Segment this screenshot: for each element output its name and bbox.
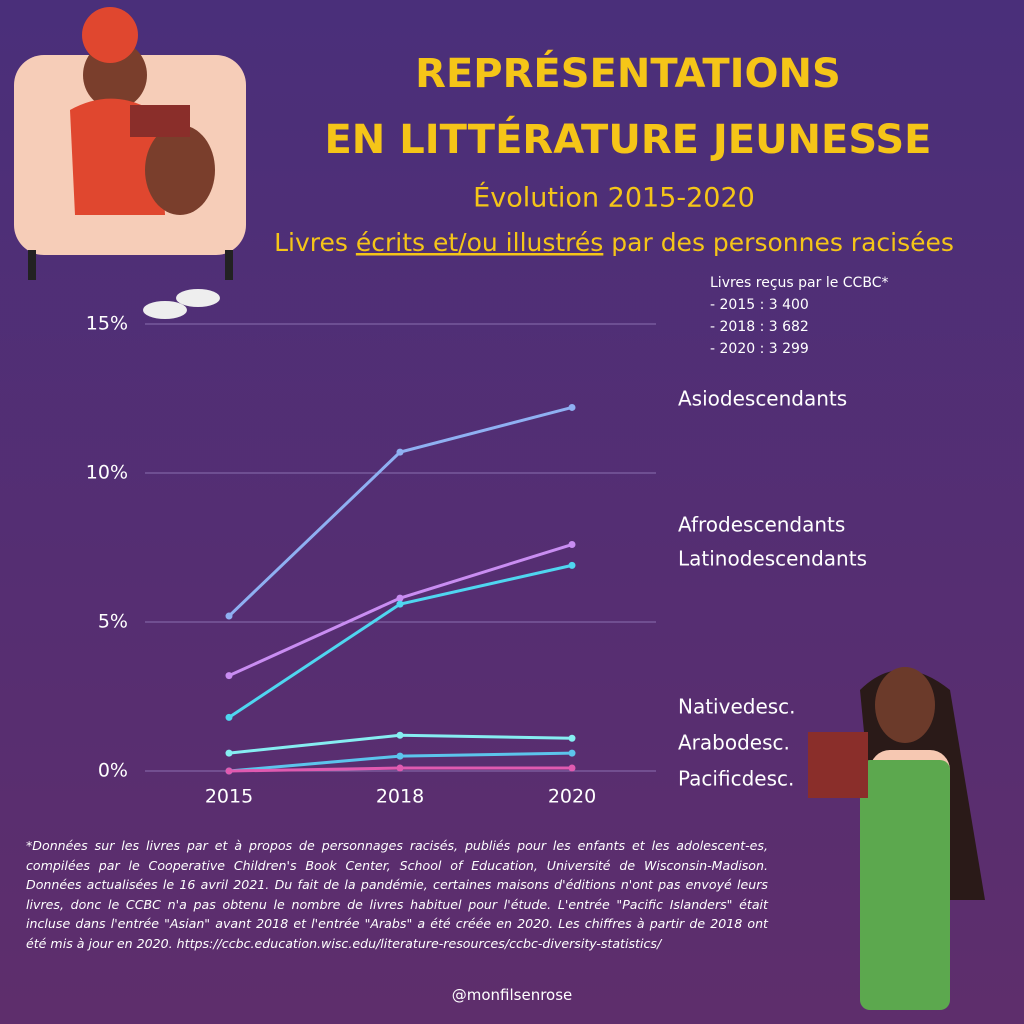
point <box>225 767 233 775</box>
x-tick-label: 2020 <box>548 786 596 808</box>
title-line: EN LITTÉRATURE JEUNESSE <box>324 115 931 163</box>
reader-armchair <box>14 7 246 319</box>
point <box>396 764 404 772</box>
legend-label: Nativedesc. <box>678 695 796 719</box>
note-line: - 2015 : 3 400 <box>710 297 809 313</box>
reader-girl <box>808 667 985 1010</box>
x-tick-label: 2015 <box>205 786 253 808</box>
series-line <box>227 405 573 618</box>
title-line: REPRÉSENTATIONS <box>415 49 841 97</box>
point <box>396 594 404 602</box>
y-tick-label: 5% <box>98 611 128 633</box>
note-line: - 2020 : 3 299 <box>710 341 809 357</box>
subtitle2-part: Livres <box>274 228 356 257</box>
point <box>225 713 233 721</box>
legend-label: Pacificdesc. <box>678 767 794 791</box>
subtitle: Évolution 2015-2020 <box>473 182 755 214</box>
point <box>568 541 576 549</box>
footnote: *Données sur les livres par et à propos … <box>26 838 768 951</box>
note-line: Livres reçus par le CCBC* <box>710 275 888 291</box>
point <box>396 600 404 608</box>
point <box>396 752 404 760</box>
y-tick-label: 0% <box>98 760 128 782</box>
legend-label: Arabodesc. <box>678 731 790 755</box>
point <box>225 672 233 680</box>
legend-label: Afrodescendants <box>678 513 845 537</box>
subtitle2: Livres écrits et/ou illustrés par des pe… <box>274 228 954 257</box>
y-tick-label: 10% <box>86 462 128 484</box>
series-line <box>228 563 573 719</box>
point <box>568 749 576 757</box>
point <box>225 749 233 757</box>
point <box>225 612 233 620</box>
series-line <box>228 543 573 678</box>
subtitle2-underlined: écrits et/ou illustrés <box>356 228 603 257</box>
note-line: - 2018 : 3 682 <box>710 319 809 335</box>
subtitle2-part: par des personnes racisées <box>603 228 954 257</box>
point <box>568 561 576 569</box>
point <box>396 731 404 739</box>
point <box>568 734 576 742</box>
x-tick-label: 2018 <box>376 786 424 808</box>
handle: @monfilsenrose <box>451 986 573 1004</box>
legend-label: Latinodescendants <box>678 547 867 571</box>
legend-label: Asiodescendants <box>678 387 847 411</box>
point <box>568 764 576 772</box>
y-tick-label: 15% <box>86 313 128 335</box>
point <box>568 403 576 411</box>
point <box>396 448 404 456</box>
